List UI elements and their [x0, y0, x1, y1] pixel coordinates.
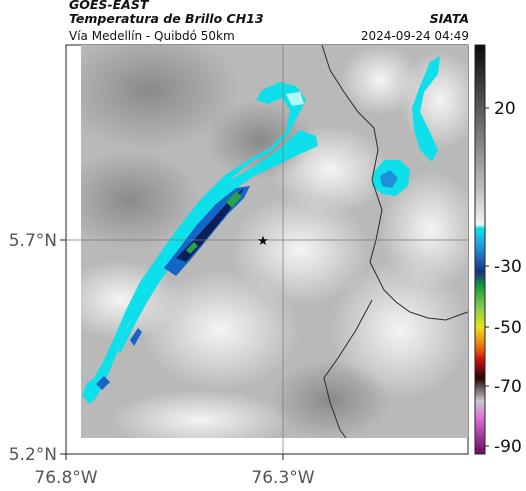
colorbar-tick-label: -70: [494, 377, 522, 397]
map-title: Temperatura de Brillo CH13: [69, 11, 264, 26]
colorbar: [474, 44, 486, 455]
colorbar-tick-label: 20: [494, 99, 516, 119]
colorbar-tick-label: -90: [494, 437, 522, 457]
y-tick-label: 5.2°N: [9, 445, 57, 465]
x-tick-label: 76.8°W: [34, 468, 97, 488]
cold-cloud-band: [82, 56, 440, 404]
colorbar-tick-label: -30: [494, 257, 522, 277]
datetime-label: 2024-09-24 04:49: [360, 29, 469, 43]
x-tick-label: 76.3°W: [251, 468, 314, 488]
star-icon: ★: [257, 234, 269, 249]
location-label: Vía Medellín - Quibdó 50km: [69, 29, 235, 43]
satellite-name: GOES-EAST: [69, 0, 149, 12]
satellite-image: [81, 45, 468, 438]
colorbar-tick-label: -50: [494, 318, 522, 338]
organization-label: SIATA: [429, 11, 469, 26]
y-tick-label: 5.7°N: [9, 231, 57, 251]
